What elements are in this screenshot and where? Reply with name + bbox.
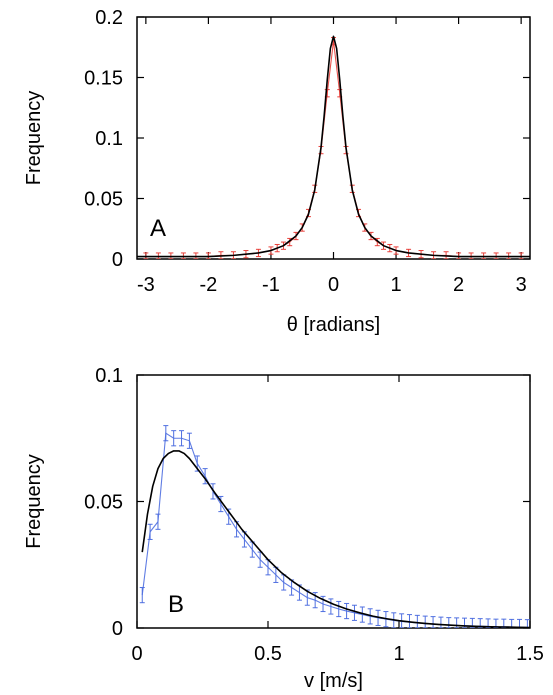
y-axis-label: Frequency	[23, 454, 45, 549]
y-tick-label: 0	[112, 249, 123, 271]
x-axis-label: θ [radians]	[287, 314, 380, 336]
x-tick-label: 1.5	[516, 643, 544, 665]
x-tick-label: 3	[516, 274, 527, 296]
y-tick-label: 0	[112, 618, 123, 640]
x-tick-label: 0	[131, 643, 142, 665]
x-tick-label: -2	[200, 274, 218, 296]
panel-letter: B	[168, 591, 184, 618]
plot-frame	[136, 374, 531, 629]
panel-b: 0 0.5 1 1.5 0 0.05 0.1 v [m/s] Frequency B	[23, 365, 544, 692]
y-tick-label: 0.2	[95, 7, 123, 29]
y-tick-label: 0.15	[84, 68, 123, 90]
y-axis-label: Frequency	[23, 91, 45, 186]
data-line	[145, 41, 522, 258]
x-tick-label: 0	[328, 274, 339, 296]
plot-area	[139, 425, 530, 628]
panel-a: -3 -2 -1 0 1 2 3 0 0.05 0.1 0.15 0.2 θ [radians] Freq…	[23, 7, 531, 336]
x-tick-label: 1	[393, 643, 404, 665]
y-tick-label: 0.1	[95, 128, 123, 150]
y-tick-label: 0.05	[84, 492, 123, 514]
y-tick-label: 0.05	[84, 189, 123, 211]
x-tick-label: 1	[390, 274, 401, 296]
data-line	[141, 432, 528, 628]
x-tick-label: -3	[137, 274, 155, 296]
x-tick-label: 0.5	[254, 643, 282, 665]
x-tick-label: 2	[453, 274, 464, 296]
panel-letter: A	[150, 215, 166, 242]
plot-area	[137, 35, 530, 259]
x-tick-label: -1	[262, 274, 280, 296]
fit-curve	[137, 35, 530, 258]
x-axis-label: v [m/s]	[304, 670, 363, 692]
fit-curve	[141, 450, 530, 628]
plot-frame	[136, 16, 531, 260]
y-tick-label: 0.1	[95, 365, 123, 387]
